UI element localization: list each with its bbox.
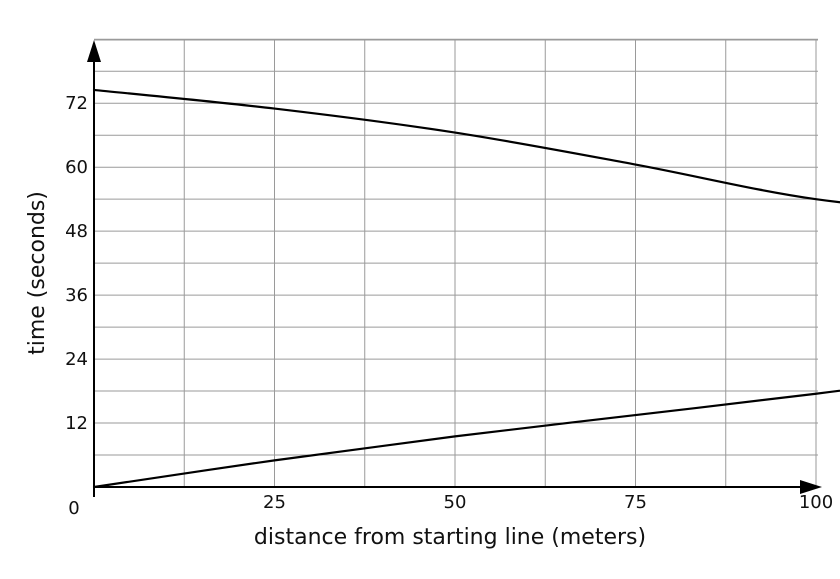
series-curves [92,88,840,489]
origin-label: 0 [68,498,79,519]
x-tick-label: 50 [444,492,467,513]
y-tick-label: 48 [65,221,88,242]
y-tick-labels: 12 24 36 48 60 72 [65,93,88,434]
x-tick-label: 25 [263,492,286,513]
y-tick-label: 24 [65,349,88,370]
horizontal-grid-lines [94,38,818,456]
x-tick-label: 75 [624,492,647,513]
y-tick-label: 60 [65,157,88,178]
y-axis-label: time (seconds) [25,191,50,355]
y-tick-label: 12 [65,413,88,434]
x-axis-arrowhead [800,480,822,494]
x-tick-labels: 255075100125150175 [263,492,833,513]
series-line-lower [92,389,840,489]
y-tick-label: 36 [65,285,88,306]
y-tick-label: 72 [65,93,88,114]
x-axis-label: distance from starting line (meters) [254,525,646,550]
y-axis-arrowhead [87,40,101,62]
series-line-upper [92,88,840,204]
x-tick-label: 100 [799,492,833,513]
